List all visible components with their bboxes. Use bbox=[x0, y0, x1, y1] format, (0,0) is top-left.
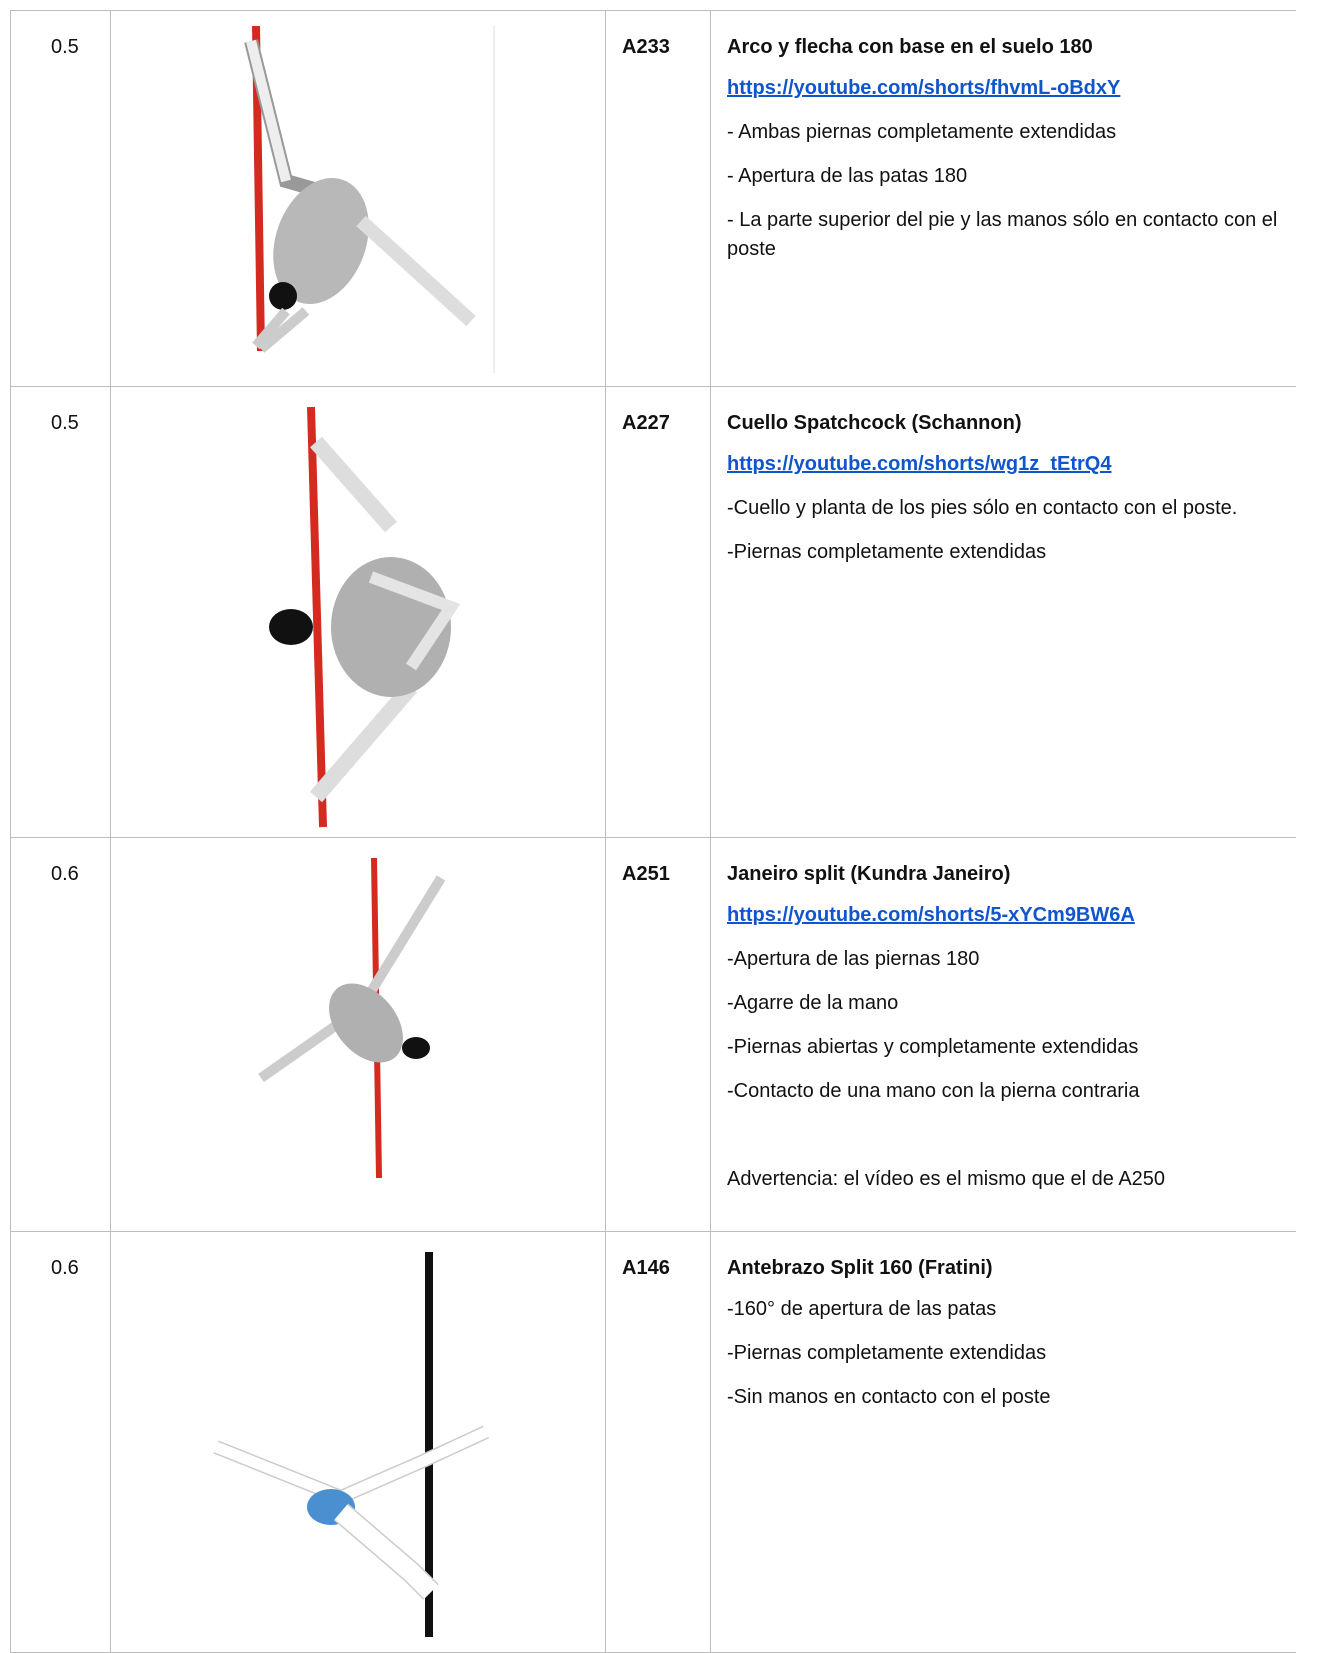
score-cell: 0.5 bbox=[10, 386, 111, 838]
code-cell: A251 bbox=[605, 837, 711, 1232]
description-cell: Cuello Spatchcock (Schannon) https://yout… bbox=[710, 386, 1296, 838]
note: -Piernas abiertas y completamente extend… bbox=[727, 1036, 1139, 1058]
skill-title: Janeiro split (Kundra Janeiro) bbox=[727, 863, 1011, 885]
note: - Apertura de las patas 180 bbox=[727, 165, 968, 187]
note: -Cuello y planta de los pies sólo en con… bbox=[727, 497, 1238, 519]
image-cell bbox=[110, 1231, 606, 1653]
skill-title: Cuello Spatchcock (Schannon) bbox=[727, 412, 1022, 434]
note: - Ambas piernas completamente extendidas bbox=[727, 121, 1117, 143]
video-link[interactable]: https://youtube.com/shorts/5-xYCm9BW6A bbox=[727, 904, 1135, 926]
description-cell: Arco y flecha con base en el suelo 180 ht… bbox=[710, 10, 1296, 387]
pose-illustration bbox=[258, 857, 446, 1179]
table-row: 0.6 A146 Antebrazo Split 160 (Fratini) -16… bbox=[10, 1231, 1296, 1653]
note: -Apertura de las piernas 180 bbox=[727, 948, 980, 970]
image-cell bbox=[110, 386, 606, 838]
pose-illustration bbox=[269, 406, 461, 828]
note: - La parte superior del pie y las manos … bbox=[727, 209, 1278, 260]
image-cell bbox=[110, 837, 606, 1232]
table-row: 0.5 A233 Arco y flecha con base en el sue… bbox=[10, 10, 1296, 387]
pose-illustration bbox=[213, 1252, 489, 1637]
score-cell: 0.5 bbox=[10, 10, 111, 387]
pose-illustration bbox=[244, 25, 495, 373]
skill-title: Antebrazo Split 160 (Fratini) bbox=[727, 1257, 993, 1279]
code-cell: A233 bbox=[605, 10, 711, 387]
note: -Sin manos en contacto con el poste bbox=[727, 1386, 1051, 1408]
description-cell: Janeiro split (Kundra Janeiro) https://yo… bbox=[710, 837, 1296, 1232]
table-row: 0.5 A227 Cuello Spatchcock (Schannon) http… bbox=[10, 386, 1296, 838]
note: -Contacto de una mano con la pierna cont… bbox=[727, 1080, 1140, 1102]
note: -Piernas completamente extendidas bbox=[727, 541, 1047, 563]
skill-title: Arco y flecha con base en el suelo 180 bbox=[727, 36, 1093, 58]
description-cell: Antebrazo Split 160 (Fratini) -160° de ap… bbox=[710, 1231, 1296, 1653]
note: -Piernas completamente extendidas bbox=[727, 1342, 1047, 1364]
table-row: 0.6 A251 Janeiro split (Kundra Janeiro) ht… bbox=[10, 837, 1296, 1232]
code-cell: A227 bbox=[605, 386, 711, 838]
table-body: 0.5 A233 Arco y flecha con base en el sue… bbox=[10, 10, 1296, 1653]
score-cell: 0.6 bbox=[10, 837, 111, 1232]
link-line: https://youtube.com/shorts/wg1z_tEtrQ4 bbox=[727, 450, 1280, 479]
warning: Advertencia: el vídeo es el mismo que el… bbox=[727, 1168, 1166, 1190]
image-cell bbox=[110, 10, 606, 387]
video-link[interactable]: https://youtube.com/shorts/wg1z_tEtrQ4 bbox=[727, 453, 1112, 475]
code-cell: A146 bbox=[605, 1231, 711, 1653]
note: -160° de apertura de las patas bbox=[727, 1298, 997, 1320]
score-cell: 0.6 bbox=[10, 1231, 111, 1653]
link-line: https://youtube.com/shorts/5-xYCm9BW6A bbox=[727, 901, 1280, 930]
note: -Agarre de la mano bbox=[727, 992, 899, 1014]
skills-table: 0.5 A233 Arco y flecha con base en el sue… bbox=[10, 10, 1296, 1653]
link-line: https://youtube.com/shorts/fhvmL-oBdxY bbox=[727, 74, 1280, 103]
video-link[interactable]: https://youtube.com/shorts/fhvmL-oBdxY bbox=[727, 77, 1121, 99]
